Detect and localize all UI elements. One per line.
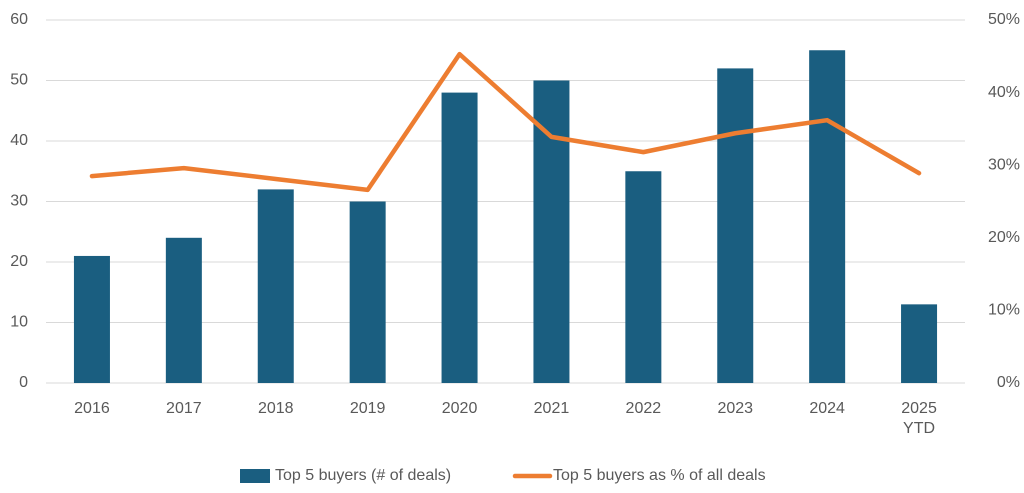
line bbox=[89, 51, 922, 193]
y2-tick-label: 0% bbox=[997, 374, 1020, 391]
y-tick-label: 40 bbox=[10, 132, 28, 149]
x-tick-label: 2019 bbox=[349, 400, 386, 417]
bar bbox=[717, 68, 754, 384]
y-tick-label: 0 bbox=[19, 374, 28, 391]
x-tick-label: 2021 bbox=[533, 400, 570, 417]
bar bbox=[533, 80, 570, 383]
x-tick-label: 2022 bbox=[625, 400, 662, 417]
y-tick-label: 30 bbox=[10, 193, 28, 210]
y2-tick-label: 10% bbox=[988, 302, 1020, 319]
bar bbox=[349, 201, 386, 383]
bar bbox=[257, 189, 294, 383]
x-tick-label: 2020 bbox=[441, 400, 478, 417]
bar bbox=[73, 255, 110, 383]
legend-swatch bbox=[240, 469, 270, 483]
bar bbox=[625, 171, 662, 383]
y2-tick-label: 30% bbox=[988, 156, 1020, 173]
y-tick-label: 50 bbox=[10, 72, 28, 89]
x-tick-label: 2017 bbox=[166, 400, 202, 417]
bar bbox=[441, 92, 478, 383]
legend-label: Top 5 buyers (# of deals) bbox=[275, 467, 452, 484]
x-tick-label: 2023 bbox=[717, 400, 754, 417]
y2-tick-label: 40% bbox=[988, 84, 1020, 101]
bar bbox=[809, 50, 846, 383]
legend-label: Top 5 buyers as % of all deals bbox=[553, 467, 766, 484]
y-tick-label: 20 bbox=[10, 253, 28, 270]
y-tick-label: 60 bbox=[10, 11, 28, 28]
bar bbox=[901, 304, 938, 383]
x-tick-label: 2016 bbox=[74, 400, 110, 417]
y2-tick-label: 20% bbox=[988, 229, 1020, 246]
y2-tick-label: 50% bbox=[988, 11, 1020, 28]
x-tick-label: 2018 bbox=[257, 400, 294, 417]
y-tick-label: 10 bbox=[10, 314, 28, 331]
bar bbox=[165, 237, 202, 383]
x-tick-label: 2024 bbox=[809, 400, 845, 417]
x-tick-label: 2025 YTD bbox=[901, 400, 937, 437]
